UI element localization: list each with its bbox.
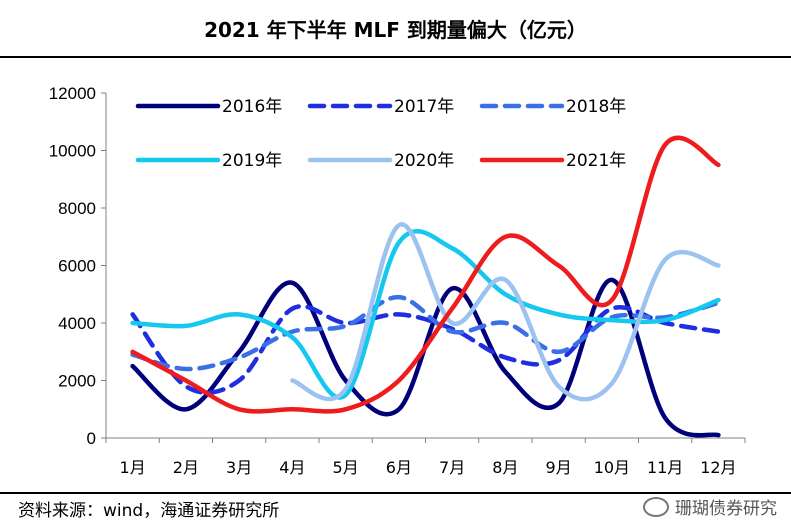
y-tick-label: 8000 — [58, 199, 96, 218]
series-line-2021年 — [130, 135, 721, 414]
y-tick-label: 12000 — [49, 84, 96, 103]
y-tick-label: 4000 — [58, 314, 96, 333]
chat-bubble-icon — [643, 496, 669, 517]
x-tick-label: 11月 — [647, 458, 683, 477]
series-line-2018年 — [130, 294, 721, 372]
watermark-label: 珊瑚债券研究 — [675, 499, 777, 519]
legend-label: 2016年 — [222, 97, 282, 117]
line-chart: 0 2000 4000 6000 8000 10000 12000 1月 2月 3月 4月 5月 6月 7… — [49, 84, 746, 477]
x-tick-label: 12月 — [700, 458, 736, 477]
x-tick-label: 8月 — [492, 458, 518, 477]
x-tick-label: 7月 — [439, 458, 465, 477]
x-tick-label: 3月 — [226, 458, 252, 477]
y-tick-label: 6000 — [58, 257, 96, 276]
x-tick-label: 9月 — [546, 458, 572, 477]
series-line-2019年 — [130, 228, 721, 400]
legend-label: 2020年 — [394, 151, 454, 171]
legend-label: 2021年 — [566, 151, 626, 171]
source-note: 资料来源：wind，海通证券研究所 — [18, 501, 280, 521]
plot-area: 0 2000 4000 6000 8000 10000 12000 1月 2月 3月 4月 5月 6月 7… — [49, 84, 746, 477]
y-tick-label: 10000 — [49, 142, 96, 161]
legend-label: 2019年 — [222, 151, 282, 171]
y-tick-label: 2000 — [58, 372, 96, 391]
x-tick-label: 1月 — [120, 458, 146, 477]
x-tick-label: 4月 — [279, 458, 305, 477]
x-tick-label: 6月 — [386, 458, 412, 477]
x-tick-label: 5月 — [333, 458, 359, 477]
footer-divider — [0, 492, 791, 494]
legend-label: 2018年 — [566, 97, 626, 117]
series-line-2016年 — [130, 277, 721, 438]
chart-title: 2021 年下半年 MLF 到期量偏大（亿元） — [204, 17, 587, 42]
x-tick-label: 10月 — [594, 458, 630, 477]
legend-label: 2017年 — [394, 97, 454, 117]
series-line-2020年 — [290, 222, 721, 402]
title-divider — [0, 56, 791, 58]
watermark: 珊瑚债券研究 — [643, 494, 777, 519]
x-tick-label: 2月 — [173, 458, 199, 477]
y-tick-label: 0 — [87, 429, 96, 448]
